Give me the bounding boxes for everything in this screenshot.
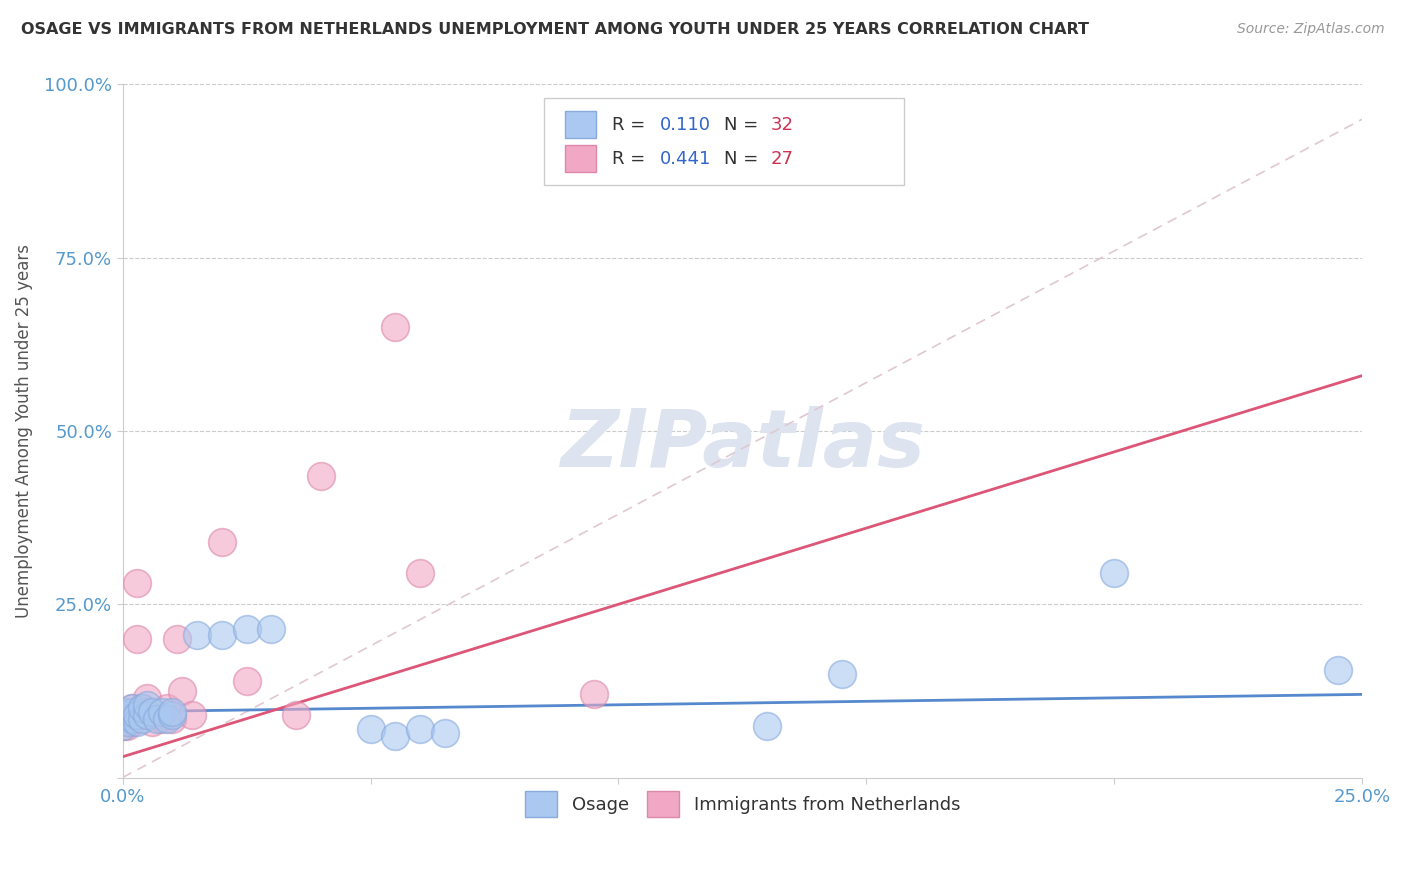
Point — [136, 705, 159, 719]
Point — [127, 576, 149, 591]
Point — [117, 712, 139, 726]
Point — [141, 705, 163, 719]
Point — [131, 708, 153, 723]
Point — [211, 535, 233, 549]
Point — [136, 708, 159, 723]
Text: 0.110: 0.110 — [659, 116, 710, 134]
Text: ZIPatlas: ZIPatlas — [560, 406, 925, 483]
Point — [131, 712, 153, 726]
Point — [111, 718, 134, 732]
Point — [186, 628, 208, 642]
Point — [433, 725, 456, 739]
Point — [111, 718, 134, 732]
Point — [121, 715, 143, 730]
Point — [831, 666, 853, 681]
Text: 27: 27 — [770, 150, 794, 168]
Point — [141, 715, 163, 730]
Text: 0.441: 0.441 — [659, 150, 711, 168]
Point — [409, 566, 432, 580]
Point — [166, 632, 188, 646]
Text: Source: ZipAtlas.com: Source: ZipAtlas.com — [1237, 22, 1385, 37]
Point — [285, 708, 308, 723]
Point — [582, 687, 605, 701]
Point — [181, 708, 204, 723]
Point — [409, 722, 432, 736]
Point — [150, 705, 173, 719]
Point — [160, 705, 183, 719]
Point — [136, 690, 159, 705]
Point — [235, 673, 257, 688]
Text: N =: N = — [724, 150, 763, 168]
FancyBboxPatch shape — [565, 145, 596, 172]
Point — [156, 701, 179, 715]
Point — [136, 698, 159, 712]
Text: 32: 32 — [770, 116, 794, 134]
Point — [146, 712, 169, 726]
Point — [117, 718, 139, 732]
Point — [384, 320, 406, 334]
Point — [146, 708, 169, 723]
Point — [127, 632, 149, 646]
Point — [170, 684, 193, 698]
Point — [160, 712, 183, 726]
Point — [150, 712, 173, 726]
Text: N =: N = — [724, 116, 763, 134]
Point — [384, 729, 406, 743]
Point — [121, 701, 143, 715]
Point — [1326, 663, 1348, 677]
Point — [131, 701, 153, 715]
Point — [117, 705, 139, 719]
Point — [111, 712, 134, 726]
Point — [111, 712, 134, 726]
Y-axis label: Unemployment Among Youth under 25 years: Unemployment Among Youth under 25 years — [15, 244, 32, 618]
Point — [211, 628, 233, 642]
Point — [127, 708, 149, 723]
Point — [360, 722, 382, 736]
Point — [156, 712, 179, 726]
Point — [121, 701, 143, 715]
FancyBboxPatch shape — [565, 112, 596, 137]
Point — [160, 708, 183, 723]
Point — [309, 469, 332, 483]
Legend: Osage, Immigrants from Netherlands: Osage, Immigrants from Netherlands — [517, 784, 967, 824]
Text: R =: R = — [612, 116, 651, 134]
Point — [260, 622, 283, 636]
FancyBboxPatch shape — [544, 98, 904, 185]
Point — [121, 712, 143, 726]
Point — [235, 622, 257, 636]
Point — [127, 715, 149, 730]
Text: OSAGE VS IMMIGRANTS FROM NETHERLANDS UNEMPLOYMENT AMONG YOUTH UNDER 25 YEARS COR: OSAGE VS IMMIGRANTS FROM NETHERLANDS UNE… — [21, 22, 1090, 37]
Text: R =: R = — [612, 150, 651, 168]
Point — [756, 718, 779, 732]
Point — [117, 708, 139, 723]
Point — [121, 705, 143, 719]
Point — [117, 715, 139, 730]
Point — [131, 701, 153, 715]
Point — [1104, 566, 1126, 580]
